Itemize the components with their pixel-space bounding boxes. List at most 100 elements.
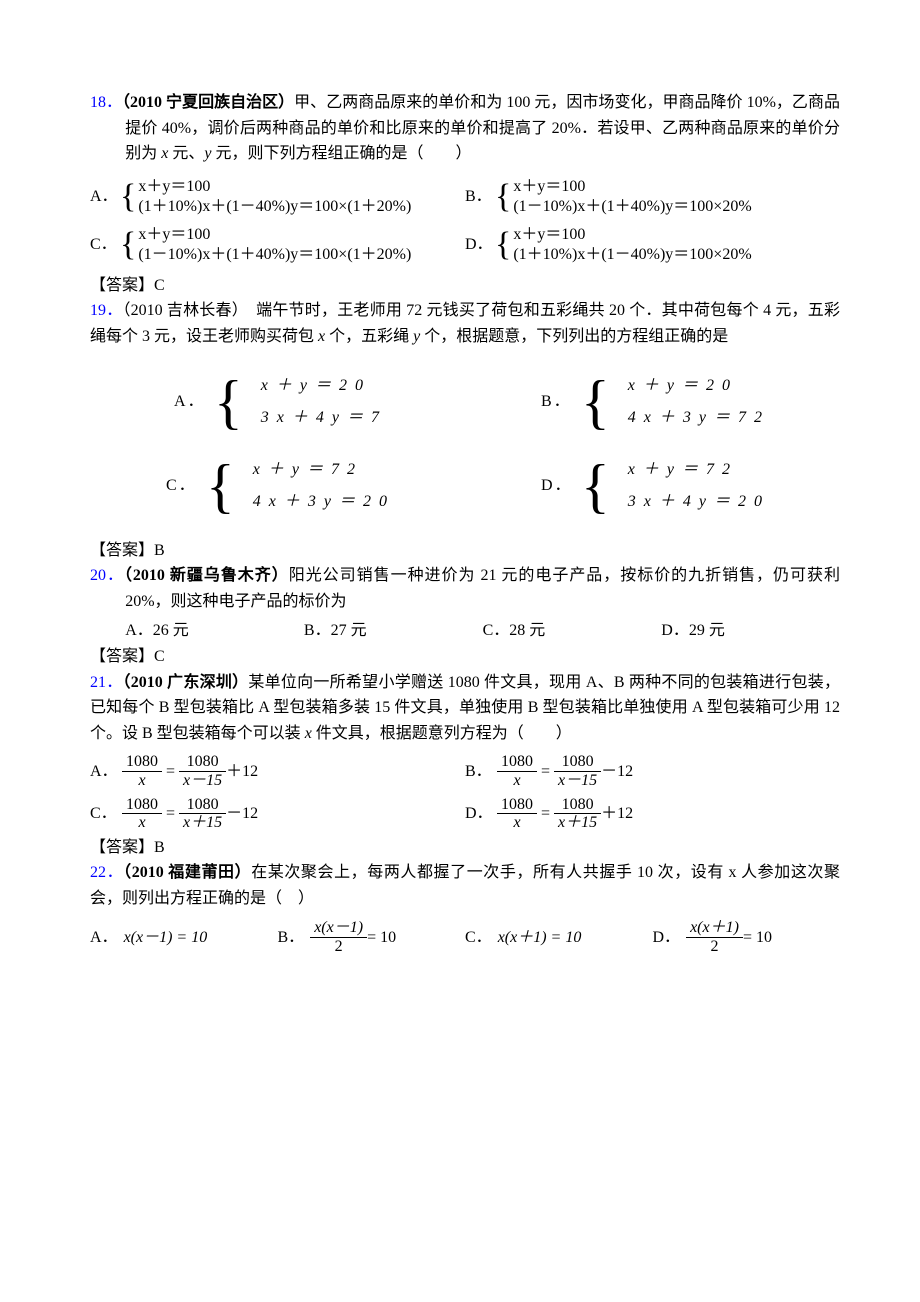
q21-stem: 21．（2010 广东深圳）某单位向一所希望小学赠送 1080 件文具，现用 A… bbox=[90, 670, 840, 747]
brace-icon: { bbox=[495, 228, 511, 262]
answer-label: 【答案】 bbox=[90, 542, 154, 559]
opt-label-a: A． bbox=[90, 925, 118, 951]
q21-option-d: D． 1080x = 1080x＋15 ＋12 bbox=[465, 796, 840, 832]
opt-label-b: B． bbox=[465, 759, 497, 785]
opt-label-c: C． bbox=[166, 473, 206, 499]
q21-var-x: x bbox=[305, 725, 312, 742]
q22-c-expr: x(x＋1) = 10 bbox=[498, 925, 582, 951]
frac-num: 1080 bbox=[122, 796, 162, 815]
q18-b-line2: (1－10%)x＋(1＋40%)y＝100×20% bbox=[513, 197, 751, 217]
brace-icon: { bbox=[581, 372, 610, 432]
q22-options: A． x(x－1) = 10 B． x(x－1)2 = 10 C． x(x＋1)… bbox=[90, 919, 840, 955]
frac-num: 1080 bbox=[122, 753, 162, 772]
q19-stem: 19．（2010 吉林长春） 端午节时，王老师用 72 元钱买了荷包和五彩绳共 … bbox=[90, 298, 840, 349]
frac-den: x bbox=[122, 772, 162, 790]
q19-text-3: 个，根据题意，下列列出的方程组正确的是 bbox=[420, 328, 728, 345]
frac-num: 1080 bbox=[497, 753, 537, 772]
q18-b-system: { x＋y＝100 (1－10%)x＋(1＋40%)y＝100×20% bbox=[495, 177, 752, 217]
frac-den: 2 bbox=[310, 938, 367, 956]
frac-num: x(x＋1) bbox=[686, 919, 743, 938]
opt-label-d: D． bbox=[465, 801, 497, 827]
q20-option-d: D．29 元 bbox=[661, 618, 840, 644]
q21-a-eq: 1080x = 1080x－15 ＋12 bbox=[122, 753, 258, 789]
q21-text-2: 件文具，根据题意列方程为（ ） bbox=[312, 725, 572, 742]
opt-label-b: B． bbox=[541, 389, 581, 415]
opt-label-d: D． bbox=[465, 232, 495, 258]
q18-text-2: 元、 bbox=[168, 145, 204, 162]
q18-answer: 【答案】C bbox=[90, 273, 840, 299]
q18-number: 18． bbox=[90, 94, 122, 111]
q19-d-line1: x ＋ y ＝ 7 2 bbox=[628, 454, 764, 486]
answer-label: 【答案】 bbox=[90, 277, 154, 294]
equals-sign: = bbox=[166, 801, 175, 827]
frac-den: x bbox=[497, 814, 537, 832]
q18-d-line2: (1＋10%)x＋(1－40%)y＝100×20% bbox=[513, 245, 751, 265]
frac-den: 2 bbox=[686, 938, 743, 956]
q19-source: （2010 吉林长春） bbox=[122, 302, 239, 319]
q20-options: A．26 元 B．27 元 C．28 元 D．29 元 bbox=[90, 618, 840, 644]
opt-label-a: A． bbox=[90, 759, 122, 785]
q18-a-system: { x＋y＝100 (1＋10%)x＋(1－40%)y＝100×(1＋20%) bbox=[120, 177, 411, 217]
question-22: 22．（2010 福建莆田）在某次聚会上，每两人都握了一次手，所有人共握手 10… bbox=[90, 860, 840, 955]
q22-stem: 22．（2010 福建莆田）在某次聚会上，每两人都握了一次手，所有人共握手 10… bbox=[90, 860, 840, 911]
brace-icon: { bbox=[581, 456, 610, 516]
frac-num: x(x－1) bbox=[310, 919, 367, 938]
equals-sign: = bbox=[541, 801, 550, 827]
q18-c-system: { x＋y＝100 (1－10%)x＋(1＋40%)y＝100×(1＋20%) bbox=[120, 225, 411, 265]
q21-c-eq: 1080x = 1080x＋15 －12 bbox=[122, 796, 258, 832]
document-page: 18．（2010 宁夏回族自治区）甲、乙两商品原来的单价和为 100 元，因市场… bbox=[0, 0, 920, 1016]
q20-option-a: A．26 元 bbox=[125, 618, 304, 644]
opt-label-c: C． bbox=[90, 232, 120, 258]
q18-options: A． { x＋y＝100 (1＋10%)x＋(1－40%)y＝100×(1＋20… bbox=[90, 173, 840, 269]
q19-option-a: A． { x ＋ y ＝ 2 0 3 x ＋ 4 y ＝ 7 bbox=[90, 370, 465, 434]
q20-stem: 20．（2010 新疆乌鲁木齐）阳光公司销售一种进价为 21 元的电子产品，按标… bbox=[90, 563, 840, 614]
q19-option-b: B． { x ＋ y ＝ 2 0 4 x ＋ 3 y ＝ 7 2 bbox=[465, 370, 840, 434]
q18-answer-value: C bbox=[154, 277, 165, 294]
q19-c-line2: 4 x ＋ 3 y ＝ 2 0 bbox=[253, 486, 389, 518]
opt-label-c: C． bbox=[465, 925, 492, 951]
frac-den: x－15 bbox=[179, 772, 226, 790]
q18-text-3: 元，则下列方程组正确的是（ ） bbox=[211, 145, 471, 162]
brace-icon: { bbox=[214, 372, 243, 432]
q21-answer-value: B bbox=[154, 839, 165, 856]
q21-option-a: A． 1080x = 1080x－15 ＋12 bbox=[90, 753, 465, 789]
equals-sign: = bbox=[166, 759, 175, 785]
q21-d-tail: ＋12 bbox=[601, 801, 633, 827]
q21-b-eq: 1080x = 1080x－15 －12 bbox=[497, 753, 633, 789]
q18-a-line2: (1＋10%)x＋(1－40%)y＝100×(1＋20%) bbox=[138, 197, 411, 217]
q21-answer: 【答案】B bbox=[90, 835, 840, 861]
q18-option-b: B． { x＋y＝100 (1－10%)x＋(1＋40%)y＝100×20% bbox=[465, 177, 840, 217]
q18-source: （2010 宁夏回族自治区） bbox=[122, 94, 294, 111]
opt-label-b: B． bbox=[465, 184, 495, 210]
q21-c-tail: －12 bbox=[226, 801, 258, 827]
answer-label: 【答案】 bbox=[90, 648, 154, 665]
q22-a-expr: x(x－1) = 10 bbox=[124, 925, 208, 951]
q19-option-c: C． { x ＋ y ＝ 7 2 4 x ＋ 3 y ＝ 2 0 bbox=[90, 454, 465, 518]
q19-a-line2: 3 x ＋ 4 y ＝ 7 bbox=[261, 402, 381, 434]
frac-num: 1080 bbox=[554, 796, 601, 815]
q19-answer-value: B bbox=[154, 542, 165, 559]
q20-option-c: C．28 元 bbox=[483, 618, 662, 644]
brace-icon: { bbox=[120, 180, 136, 214]
q19-d-line2: 3 x ＋ 4 y ＝ 2 0 bbox=[628, 486, 764, 518]
q22-number: 22． bbox=[90, 864, 123, 881]
q21-options: A． 1080x = 1080x－15 ＋12 B． 1080x = 1080x… bbox=[90, 750, 840, 834]
q19-options-row1: A． { x ＋ y ＝ 2 0 3 x ＋ 4 y ＝ 7 B． { x ＋ … bbox=[90, 370, 840, 434]
q22-b-tail: = 10 bbox=[367, 925, 396, 951]
q20-option-b: B．27 元 bbox=[304, 618, 483, 644]
opt-label-d: D． bbox=[653, 925, 681, 951]
question-18: 18．（2010 宁夏回族自治区）甲、乙两商品原来的单价和为 100 元，因市场… bbox=[90, 90, 840, 298]
q19-a-line1: x ＋ y ＝ 2 0 bbox=[261, 370, 381, 402]
q20-number: 20． bbox=[90, 567, 124, 584]
brace-icon: { bbox=[120, 228, 136, 262]
frac-den: x bbox=[122, 814, 162, 832]
frac-den: x＋15 bbox=[179, 814, 226, 832]
q21-b-tail: －12 bbox=[601, 759, 633, 785]
answer-label: 【答案】 bbox=[90, 839, 154, 856]
q18-a-line1: x＋y＝100 bbox=[138, 177, 411, 197]
q19-c-line1: x ＋ y ＝ 7 2 bbox=[253, 454, 389, 486]
q21-number: 21． bbox=[90, 674, 123, 691]
q19-answer: 【答案】B bbox=[90, 538, 840, 564]
q20-answer: 【答案】C bbox=[90, 644, 840, 670]
frac-den: x＋15 bbox=[554, 814, 601, 832]
